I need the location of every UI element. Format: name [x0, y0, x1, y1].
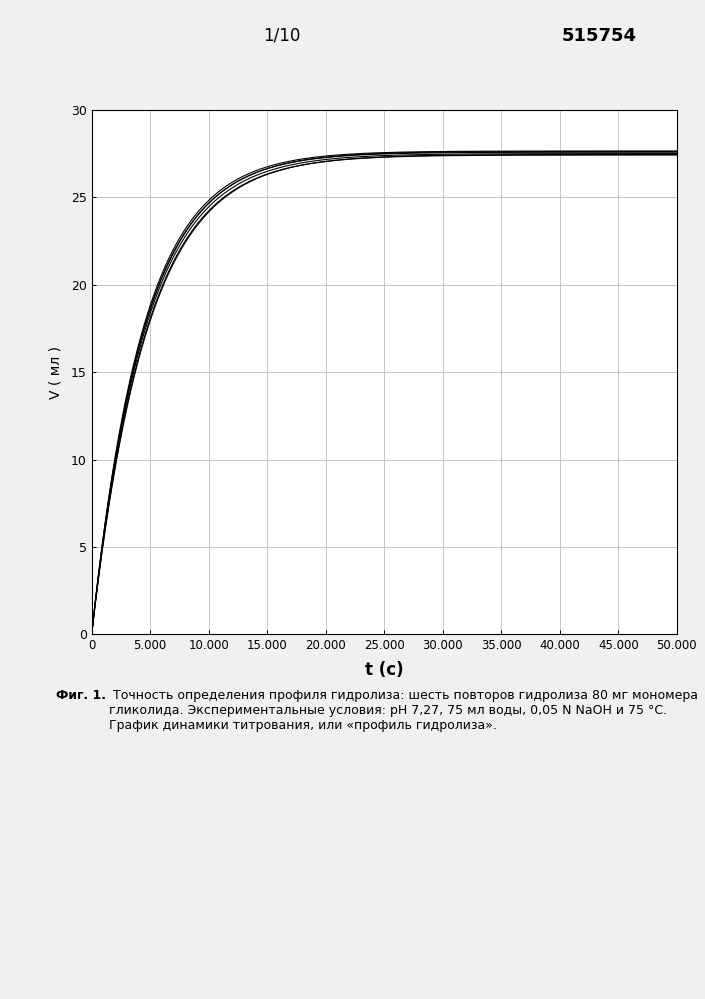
X-axis label: t (c): t (c)	[365, 660, 403, 678]
Text: Точность определения профиля гидролиза: шесть повторов гидролиза 80 мг мономера : Точность определения профиля гидролиза: …	[109, 689, 699, 732]
Text: Фиг. 1.: Фиг. 1.	[56, 689, 106, 702]
Text: 515754: 515754	[562, 27, 637, 45]
Text: 1/10: 1/10	[263, 27, 301, 45]
Y-axis label: V ( мл ): V ( мл )	[49, 346, 63, 399]
